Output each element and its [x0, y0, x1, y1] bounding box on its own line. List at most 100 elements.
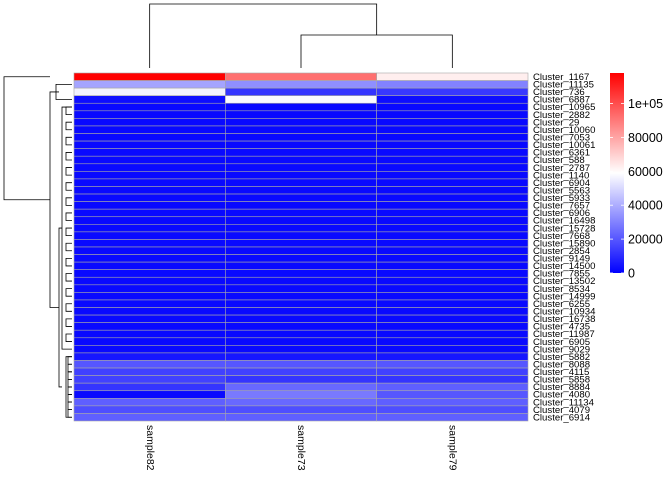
- heatmap-cell: [225, 118, 377, 127]
- dendrogram-branch: [65, 182, 72, 191]
- heatmap-cell: [73, 413, 226, 422]
- column-label: sample73: [295, 425, 307, 471]
- heatmap-cell: [225, 246, 377, 255]
- heatmap-cell: [376, 375, 529, 384]
- dendrogram-branch: [149, 3, 378, 68]
- row-label: Cluster_16498: [533, 216, 595, 227]
- dendrogram-branch: [65, 121, 72, 131]
- dendrogram-branch: [65, 167, 72, 176]
- heatmap-cell: [225, 231, 377, 240]
- row-label: Cluster_6914: [533, 412, 591, 423]
- heatmap-cell: [73, 382, 226, 392]
- heatmap-cell: [225, 329, 377, 339]
- row-label: Cluster_4115: [533, 367, 589, 378]
- heatmap-cell: [73, 269, 226, 278]
- dendrogram-branch: [67, 409, 72, 418]
- heatmap-cell: [376, 80, 529, 89]
- heatmap-cell: [376, 201, 529, 210]
- heatmap-cell: [376, 95, 529, 104]
- row-label: Cluster_8884: [533, 382, 591, 393]
- heatmap-cell: [73, 390, 226, 399]
- heatmap-cell: [73, 216, 226, 225]
- legend-tick-label: 40000: [628, 199, 663, 213]
- row-label: Cluster_2854: [533, 246, 591, 257]
- heatmap-cell: [225, 155, 377, 165]
- heatmap-cell: [225, 125, 377, 134]
- dendrogram-branch: [65, 136, 72, 146]
- heatmap-cell: [225, 110, 377, 119]
- heatmap-cell: [376, 261, 529, 270]
- heatmap-cell: [73, 276, 226, 286]
- heatmap-cell: [225, 413, 377, 422]
- row-label: Cluster_15890: [533, 238, 595, 249]
- row-label: Cluster_7657: [533, 201, 590, 212]
- heatmap-cell: [376, 133, 529, 142]
- dendrogram-branch: [65, 318, 72, 327]
- dendrogram-branch: [67, 394, 72, 403]
- row-label: Cluster_14999: [533, 291, 595, 302]
- heatmap-cell: [73, 345, 226, 354]
- heatmap-cell: [225, 307, 377, 316]
- heatmap-cell: [73, 95, 226, 104]
- heatmap-cell: [73, 125, 226, 134]
- heatmap-cell: [73, 193, 226, 202]
- row-label: Cluster_10965: [533, 102, 595, 113]
- heatmap-cell: [225, 133, 377, 142]
- legend-tick-label: 1e+05: [628, 97, 663, 111]
- heatmap-cell: [73, 155, 226, 165]
- row-label: Cluster_14500: [533, 261, 595, 272]
- dendrogram-branch: [65, 333, 72, 342]
- heatmap-cell: [225, 72, 377, 81]
- heatmap-cell: [225, 322, 377, 331]
- row-dendrogram: [3, 76, 72, 418]
- dendrogram-branch: [65, 288, 72, 297]
- heatmap-cell: [225, 193, 377, 202]
- heatmap-cell: [225, 375, 377, 384]
- heatmap-cell: [225, 367, 377, 376]
- heatmap-cell: [73, 102, 226, 112]
- row-label: Cluster_29: [533, 117, 579, 128]
- row-label: Cluster_15728: [533, 223, 595, 234]
- heatmap-cell: [376, 337, 529, 346]
- heatmap-cell: [376, 148, 529, 157]
- heatmap-cell: [73, 140, 226, 149]
- row-label: Cluster_6887: [533, 95, 590, 106]
- heatmap-cell: [73, 307, 226, 316]
- heatmap-cell: [225, 216, 377, 225]
- heatmap-cell: [225, 95, 377, 104]
- row-label: Cluster_6904: [533, 178, 591, 189]
- heatmap-cell: [376, 171, 529, 180]
- heatmap-cell: [225, 186, 377, 195]
- heatmap-cell: [73, 171, 226, 180]
- row-label: Cluster_10934: [533, 307, 596, 318]
- heatmap-cell: [376, 186, 529, 195]
- dendrogram-branch: [65, 212, 72, 221]
- heatmap-cell: [225, 224, 377, 233]
- row-label: Cluster_5933: [533, 193, 590, 204]
- legend-colorbar: [610, 73, 624, 273]
- row-label: Cluster_4735: [533, 322, 590, 333]
- dendrogram-branch: [65, 106, 72, 116]
- dendrogram-branch: [49, 91, 59, 308]
- heatmap-cell: [73, 178, 226, 187]
- row-label: Cluster_5858: [533, 375, 590, 386]
- heatmap-cell: [225, 80, 377, 89]
- dendrogram-branch: [67, 356, 72, 365]
- heatmap-cell: [73, 254, 226, 263]
- row-label: Cluster_5563: [533, 185, 590, 196]
- dendrogram-branch: [3, 76, 50, 201]
- heatmap-cell: [73, 239, 226, 248]
- heatmap-cell: [73, 80, 226, 89]
- legend-tick-label: 20000: [628, 233, 663, 247]
- heatmap-cell: [376, 125, 529, 134]
- heatmap-cell: [225, 163, 377, 172]
- heatmap-cell: [73, 224, 226, 233]
- heatmap-cell: [225, 352, 377, 361]
- heatmap-cell: [376, 405, 529, 414]
- row-labels: Cluster_1167Cluster_11135Cluster_736Clus…: [533, 72, 596, 423]
- heatmap-cell: [225, 171, 377, 180]
- dendrogram-branch: [67, 386, 72, 395]
- heatmap-cell: [376, 398, 529, 407]
- heatmap-cell: [73, 87, 226, 96]
- dendrogram-branch: [300, 34, 453, 68]
